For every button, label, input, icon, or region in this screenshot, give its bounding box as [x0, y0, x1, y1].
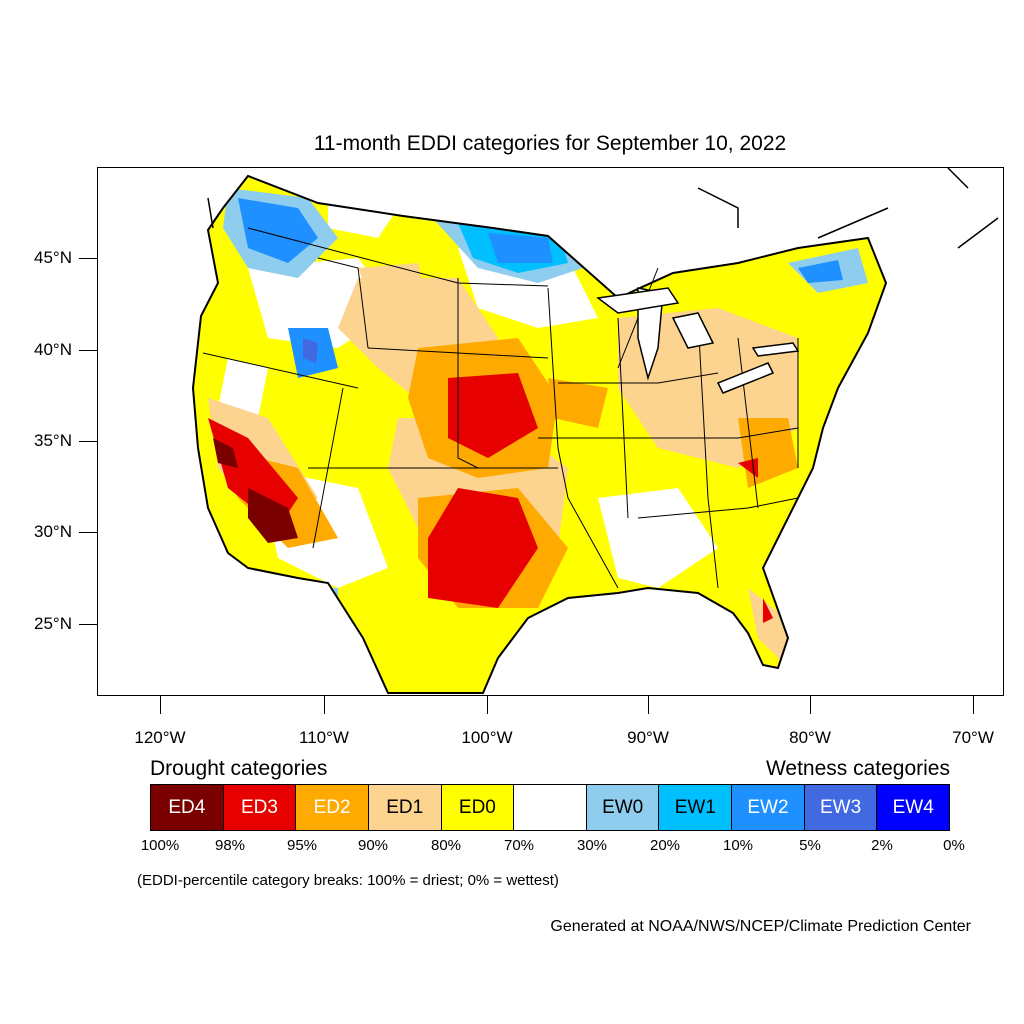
break-label: 30% — [576, 837, 608, 854]
legend-cell-normal — [514, 785, 587, 830]
lat-tick — [79, 624, 97, 625]
break-label: 70% — [503, 837, 535, 854]
break-label: 20% — [649, 837, 681, 854]
legend-color-bar: ED4 ED3 ED2 ED1 ED0 EW0 EW1 EW2 EW3 EW4 — [150, 784, 950, 831]
legend-cell-ew2: EW2 — [732, 785, 805, 830]
break-label: 95% — [286, 837, 318, 854]
legend-cell-ed0: ED0 — [441, 785, 515, 830]
break-label: 80% — [430, 837, 462, 854]
legend-cell-ed3: ED3 — [223, 785, 297, 830]
lon-label-120: 120°W — [134, 728, 186, 747]
lon-label-100: 100°W — [461, 728, 513, 747]
lat-tick — [79, 532, 97, 533]
lat-label-40: 40°N — [34, 340, 72, 359]
lat-label-45: 45°N — [34, 248, 72, 267]
lon-tick — [973, 696, 974, 714]
break-label: 98% — [214, 837, 246, 854]
legend-cell-ed2: ED2 — [296, 785, 369, 830]
lon-tick — [160, 696, 161, 714]
lon-tick — [487, 696, 488, 714]
lat-label-30: 30°N — [34, 522, 72, 541]
legend-cell-ew4: EW4 — [877, 785, 950, 830]
lon-label-80: 80°W — [789, 728, 831, 747]
lon-tick — [324, 696, 325, 714]
lon-label-110: 110°W — [299, 728, 349, 747]
break-label: 90% — [357, 837, 389, 854]
wetness-heading: Wetness categories — [765, 757, 950, 780]
lat-tick — [79, 258, 97, 259]
legend-cell-ew3: EW3 — [804, 785, 878, 830]
drought-heading: Drought categories — [150, 757, 328, 780]
legend-cell-ew1: EW1 — [659, 785, 733, 830]
lon-tick — [648, 696, 649, 714]
eddi-map — [97, 167, 1004, 696]
break-label: 5% — [799, 837, 821, 854]
break-label: 10% — [722, 837, 754, 854]
category-note: (EDDI-percentile category breaks: 100% =… — [137, 872, 559, 889]
break-label: 0% — [943, 837, 965, 854]
conus-map-drawing — [191, 168, 999, 694]
lat-label-35: 35°N — [34, 431, 72, 450]
break-label: 2% — [871, 837, 893, 854]
lat-tick — [79, 441, 97, 442]
map-title: 11-month EDDI categories for September 1… — [313, 132, 787, 155]
legend-cell-ew0: EW0 — [586, 785, 660, 830]
lat-tick — [79, 350, 97, 351]
lon-tick — [810, 696, 811, 714]
credit-line: Generated at NOAA/NWS/NCEP/Climate Predi… — [550, 918, 971, 935]
break-label: 100% — [140, 837, 180, 854]
lon-label-70: 70°W — [952, 728, 994, 747]
legend-cell-ed4: ED4 — [151, 785, 224, 830]
lon-label-90: 90°W — [627, 728, 669, 747]
lat-label-25: 25°N — [34, 614, 72, 633]
legend-cell-ed1: ED1 — [368, 785, 442, 830]
